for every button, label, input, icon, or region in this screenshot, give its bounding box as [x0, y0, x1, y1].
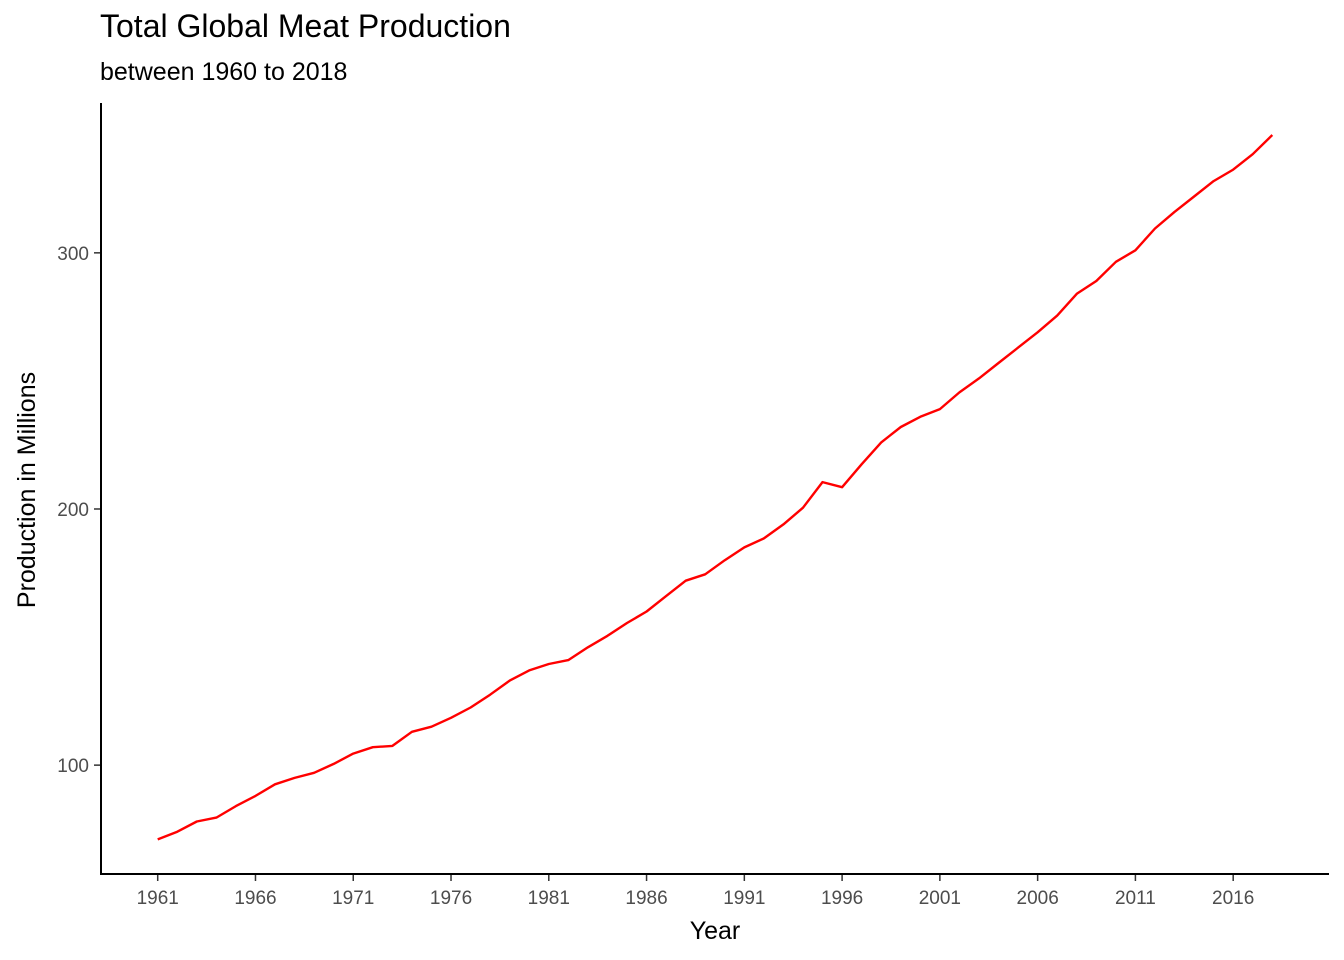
x-tick-label: 1986 — [625, 888, 667, 909]
x-axis-title: Year — [690, 917, 741, 945]
x-tick-label: 2011 — [1115, 888, 1156, 909]
x-tick-label: 2016 — [1212, 888, 1254, 909]
x-tick-label: 1996 — [821, 888, 863, 909]
y-tick-label: 200 — [57, 500, 89, 521]
chart-subtitle: between 1960 to 2018 — [100, 58, 348, 86]
y-tick-label: 100 — [57, 756, 89, 777]
x-tick-label: 1966 — [234, 888, 276, 909]
x-tick-label: 1971 — [332, 888, 374, 909]
series-line — [157, 134, 1274, 841]
x-tick-label: 2006 — [1017, 888, 1059, 909]
y-tick-label: 300 — [57, 244, 89, 265]
x-tick-label: 1976 — [430, 888, 472, 909]
x-tick-label: 1991 — [723, 888, 765, 909]
x-axis-ticks: 1961 1966 1971 1976 1981 1986 1991 1996 2001 2006… — [137, 874, 1254, 909]
x-tick-label: 1981 — [528, 888, 570, 909]
y-axis-title: Production in Millions — [13, 372, 41, 608]
x-tick-label: 2001 — [919, 888, 961, 909]
y-axis-ticks: 100 200 300 — [57, 244, 101, 777]
chart-title: Total Global Meat Production — [100, 8, 511, 44]
x-tick-label: 1961 — [137, 888, 179, 909]
